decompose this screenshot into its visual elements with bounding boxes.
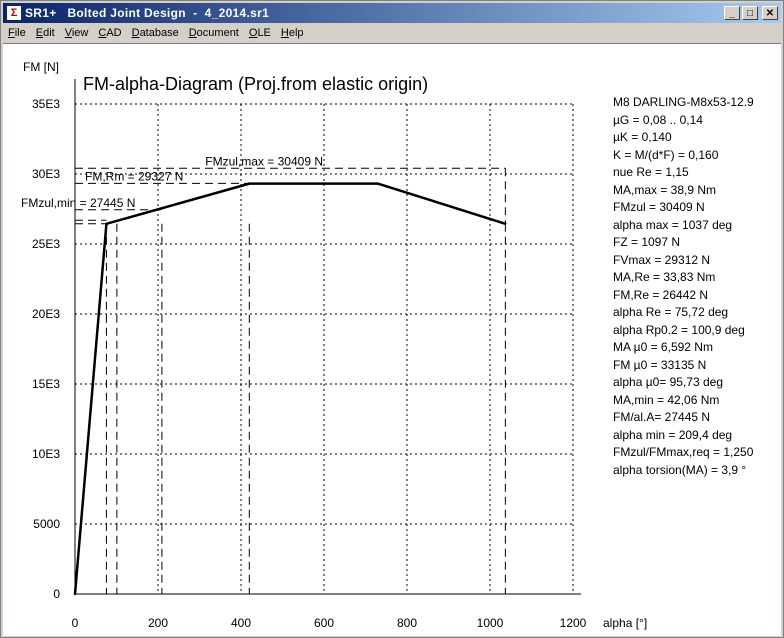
menu-label: ocument bbox=[196, 27, 239, 39]
parameter-line: nue Re = 1,15 bbox=[613, 165, 689, 179]
menu-accelerator: H bbox=[280, 27, 289, 39]
x-tick-label: 1200 bbox=[560, 616, 587, 630]
chart-title: FM-alpha-Diagram (Proj.from elastic orig… bbox=[83, 74, 428, 94]
curve-point bbox=[248, 182, 251, 185]
menu-item-ole[interactable]: OLE bbox=[244, 27, 276, 39]
parameter-line: FM,Re = 26442 N bbox=[613, 287, 709, 302]
maximize-button[interactable]: □ bbox=[742, 6, 758, 20]
x-tick-label: 1000 bbox=[477, 616, 504, 630]
curve-point bbox=[105, 222, 108, 226]
y-tick-label: 20E3 bbox=[32, 307, 60, 321]
menu-item-document[interactable]: Document bbox=[184, 27, 244, 39]
parameter-line: M8 DARLING-M8x53-12.9 bbox=[613, 95, 754, 109]
x-tick-label: 0 bbox=[72, 616, 79, 630]
reference-line-label: FMzul,max = 30409 N bbox=[205, 154, 323, 168]
parameter-line: MA µ0 = 6,592 Nm bbox=[613, 340, 713, 354]
menu-accelerator: D bbox=[188, 27, 197, 39]
y-tick-label: 30E3 bbox=[32, 167, 60, 181]
reference-line-label: FMzul,min = 27445 N bbox=[21, 196, 135, 210]
parameter-line: MA,max = 38,9 Nm bbox=[613, 182, 717, 197]
menu-label: ile bbox=[14, 27, 26, 39]
title-bar[interactable]: Σ SR1+ Bolted Joint Design - 4_2014.sr1 … bbox=[3, 3, 781, 23]
parameter-line: FMzul = 30409 N bbox=[613, 200, 705, 214]
menu-item-edit[interactable]: Edit bbox=[31, 27, 60, 39]
parameter-line: FZ = 1097 N bbox=[613, 235, 681, 249]
sr1-app-icon[interactable]: Σ bbox=[7, 6, 21, 20]
menu-item-database[interactable]: Database bbox=[127, 27, 184, 39]
curve-point bbox=[73, 592, 77, 596]
menu-label: AD bbox=[106, 27, 122, 39]
menu-label: iew bbox=[71, 27, 89, 39]
parameter-line: alpha max = 1037 deg bbox=[613, 217, 733, 232]
fm-alpha-curve bbox=[73, 182, 506, 595]
menu-item-cad[interactable]: CAD bbox=[93, 27, 126, 39]
y-tick-label: 0 bbox=[53, 587, 60, 601]
parameter-line: alpha Rp0.2 = 100,9 deg bbox=[613, 322, 745, 337]
parameter-line: FMzul/FMmax,req = 1,250 bbox=[613, 445, 754, 459]
parameter-list: M8 DARLING-M8x53-12.9 µG = 0,08 .. 0,14 µK… bbox=[613, 94, 783, 479]
parameter-line: µK = 0,140 bbox=[613, 130, 672, 144]
x-axis-label: alpha [°] bbox=[603, 616, 647, 630]
parameter-line: FM/al.A= 27445 N bbox=[613, 410, 711, 424]
y-axis-label: FM [N] bbox=[23, 60, 59, 74]
menu-label: dit bbox=[43, 27, 55, 39]
menu-label: elp bbox=[288, 27, 304, 39]
minimize-button[interactable]: _ bbox=[724, 6, 740, 20]
menu-item-help[interactable]: Help bbox=[276, 27, 309, 39]
parameter-line: FVmax = 29312 N bbox=[613, 252, 711, 267]
parameter-line: alpha µ0= 95,73 deg bbox=[613, 375, 724, 389]
menu-accelerator: V bbox=[64, 27, 72, 39]
menu-accelerator: F bbox=[8, 27, 15, 39]
menu-accelerator: C bbox=[98, 27, 107, 39]
close-button[interactable]: ✕ bbox=[762, 6, 778, 20]
parameter-line: alpha torsion(MA) = 3,9 ° bbox=[613, 462, 747, 477]
menu-bar: File Edit View CAD Database Document OLE Help bbox=[3, 24, 781, 42]
x-tick-label: 400 bbox=[231, 616, 251, 630]
x-tick-label: 600 bbox=[314, 616, 334, 630]
menu-item-file[interactable]: File bbox=[3, 27, 31, 39]
diagram-area: 0 200 400 600 800 1000 1200 0 5000 10E3 15E3 20E3 25… bbox=[3, 43, 781, 636]
menu-accelerator: D bbox=[131, 27, 140, 39]
reference-line-label: FM,Rm = 29327 N bbox=[85, 169, 183, 183]
y-tick-label: 10E3 bbox=[32, 447, 60, 461]
menu-label: atabase bbox=[139, 27, 179, 39]
y-tick-label: 25E3 bbox=[32, 237, 60, 251]
menu-label: LE bbox=[257, 27, 271, 39]
x-tick-label: 800 bbox=[397, 616, 417, 630]
menu-accelerator: O bbox=[248, 27, 258, 39]
parameter-line: alpha min = 209,4 deg bbox=[613, 427, 733, 442]
parameter-line: µG = 0,08 .. 0,14 bbox=[613, 112, 703, 127]
parameter-line: MA,min = 42,06 Nm bbox=[613, 392, 720, 407]
parameter-line: K = M/(d*F) = 0,160 bbox=[613, 147, 719, 162]
fm-alpha-chart: 0 200 400 600 800 1000 1200 0 5000 10E3 15E3 20E3 25… bbox=[21, 60, 647, 630]
curve-point bbox=[504, 222, 507, 226]
parameter-line: MA,Re = 33,83 Nm bbox=[613, 270, 716, 284]
menu-accelerator: E bbox=[35, 27, 44, 39]
curve-point bbox=[376, 182, 380, 185]
y-tick-label: 15E3 bbox=[32, 377, 60, 391]
parameter-line: FM µ0 = 33135 N bbox=[613, 357, 707, 372]
y-tick-label: 5000 bbox=[33, 517, 60, 531]
y-tick-label: 35E3 bbox=[32, 97, 60, 111]
parameter-line: alpha Re = 75,72 deg bbox=[613, 305, 729, 319]
x-tick-label: 200 bbox=[148, 616, 168, 630]
window-title: SR1+ Bolted Joint Design - 4_2014.sr1 bbox=[25, 6, 270, 20]
menu-item-view[interactable]: View bbox=[60, 27, 94, 39]
